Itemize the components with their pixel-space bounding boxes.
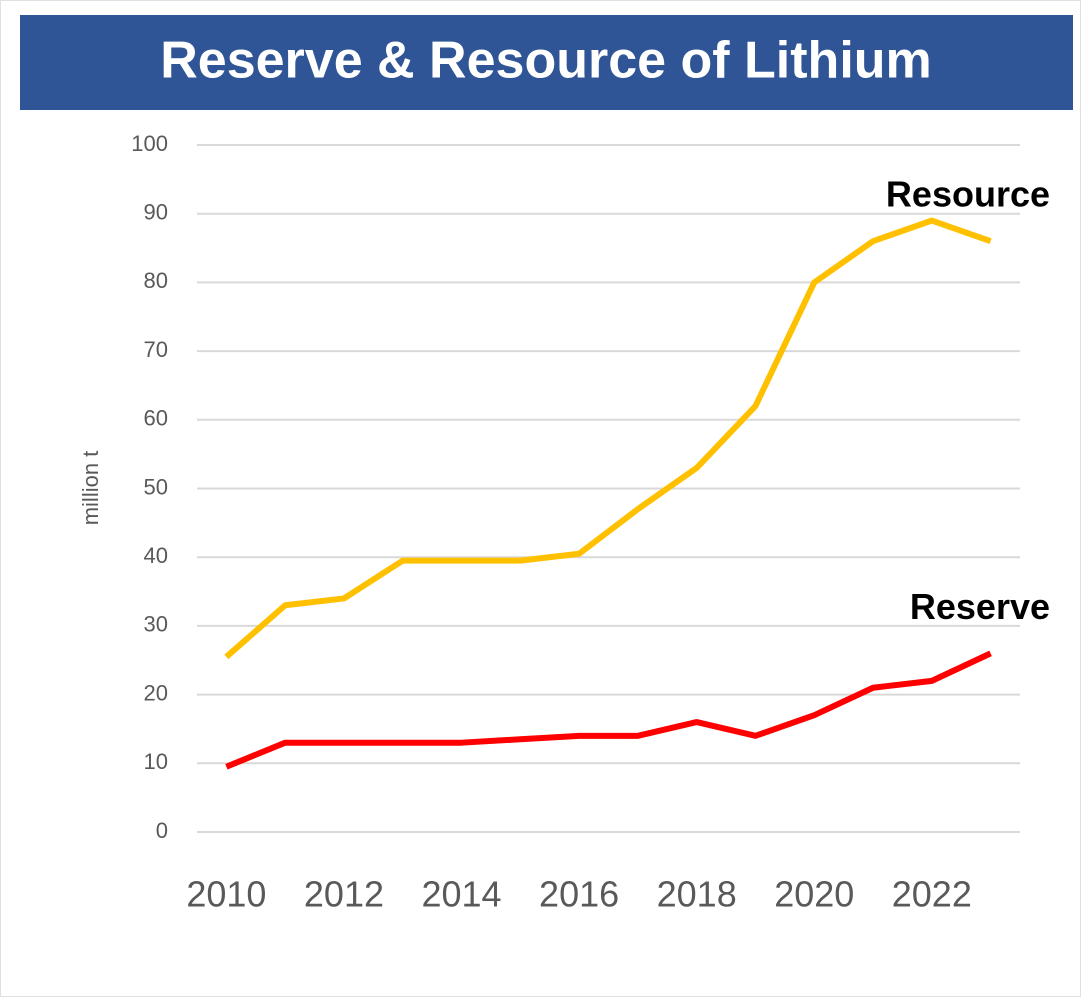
y-tick-label: 60	[144, 406, 168, 431]
x-tick-label: 2012	[304, 874, 384, 915]
y-axis-label: million t	[78, 451, 103, 526]
x-tick-label: 2020	[774, 874, 854, 915]
x-tick-label: 2018	[657, 874, 737, 915]
x-tick-label: 2014	[421, 874, 501, 915]
y-tick-label: 10	[144, 749, 168, 774]
y-tick-label: 70	[144, 337, 168, 362]
chart-title: Reserve & Resource of Lithium	[160, 32, 932, 90]
x-tick-label: 2022	[892, 874, 972, 915]
y-tick-label: 50	[144, 474, 168, 499]
series-label: Resource	[886, 174, 1050, 215]
y-tick-label: 30	[144, 612, 168, 637]
title-banner	[20, 15, 1073, 110]
y-tick-label: 0	[156, 818, 168, 843]
line-series	[224, 217, 992, 660]
x-tick-label: 2010	[186, 874, 266, 915]
line-series	[225, 650, 992, 770]
y-tick-label: 90	[144, 200, 168, 225]
x-tick-label: 2016	[539, 874, 619, 915]
y-tick-label: 80	[144, 268, 168, 293]
y-tick-label: 20	[144, 680, 168, 705]
y-tick-label: 40	[144, 543, 168, 568]
y-tick-label: 100	[131, 131, 168, 156]
series-label: Reserve	[910, 586, 1050, 627]
